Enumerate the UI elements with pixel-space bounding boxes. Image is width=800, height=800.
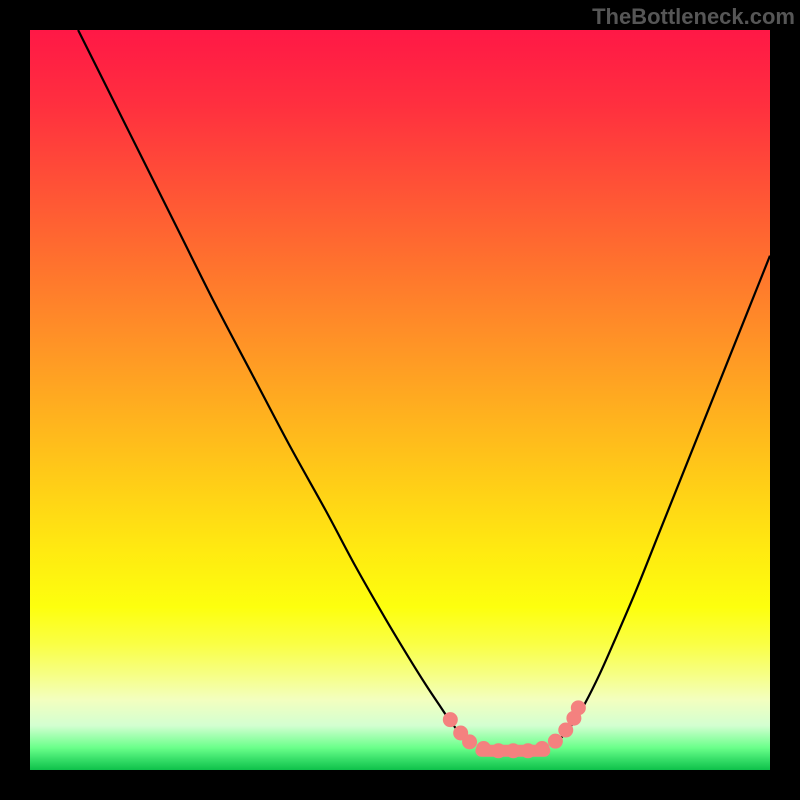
marker-point xyxy=(559,723,573,737)
watermark-text: TheBottleneck.com xyxy=(592,4,795,30)
marker-point xyxy=(548,734,562,748)
marker-point xyxy=(477,742,491,756)
curve-right xyxy=(552,256,770,746)
marker-point xyxy=(506,744,520,758)
marker-point xyxy=(443,713,457,727)
marker-point xyxy=(535,742,549,756)
chart-frame: TheBottleneck.com xyxy=(0,0,800,800)
curve-left xyxy=(78,30,474,746)
chart-overlay-svg xyxy=(0,0,800,800)
marker-point xyxy=(491,744,505,758)
marker-point xyxy=(521,744,535,758)
marker-point xyxy=(571,701,585,715)
marker-point xyxy=(463,735,477,749)
